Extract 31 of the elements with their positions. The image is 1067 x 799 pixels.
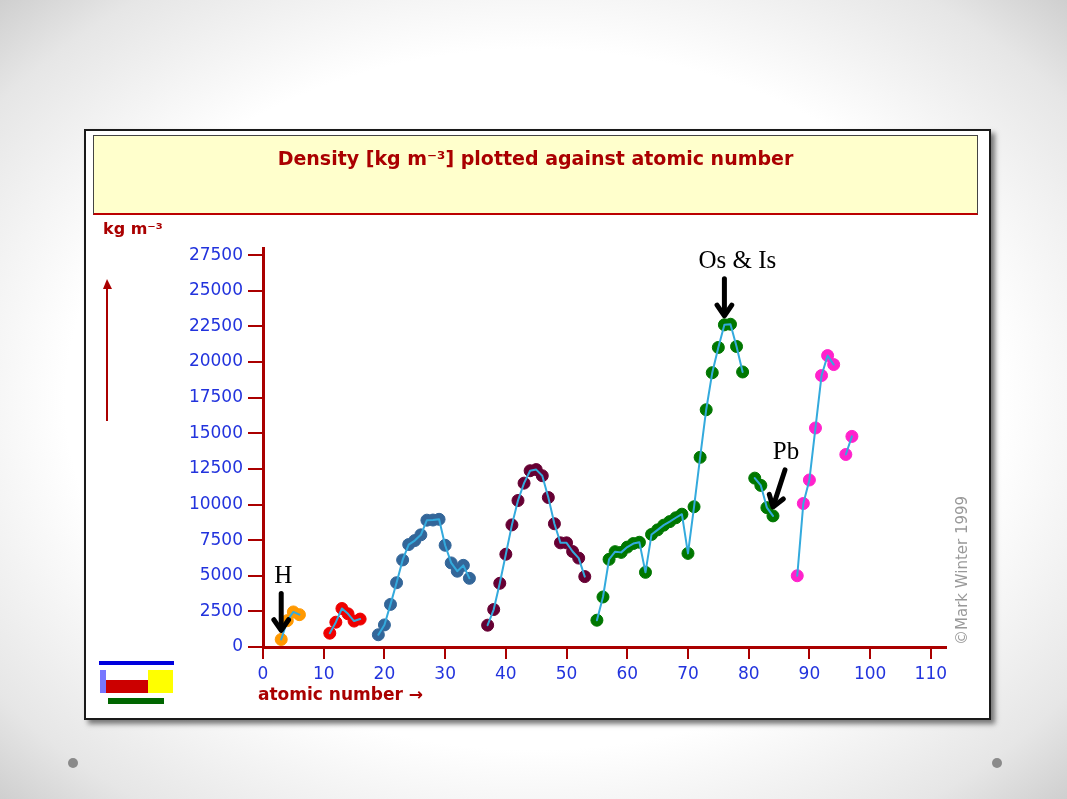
x-tick-label: 70	[677, 662, 699, 683]
x-tick-label: 110	[914, 662, 948, 683]
chart-title: Density [kg m⁻³] plotted against atomic number	[276, 147, 795, 169]
x-tick-label: 0	[257, 662, 269, 683]
y-tick-label: 7500	[199, 528, 243, 549]
annotation: Pb	[772, 437, 800, 465]
x-tick-label: 100	[853, 662, 887, 683]
y-tick-label: 22500	[188, 314, 243, 335]
y-tick-label: 10000	[188, 492, 243, 513]
y-tick-label: 2500	[199, 599, 243, 620]
y-axis-title: kg m⁻³	[103, 219, 163, 239]
y-tick-label: 15000	[188, 421, 243, 442]
x-tick-label: 90	[798, 662, 821, 683]
x-tick-label: 40	[495, 662, 517, 683]
x-tick-label: 20	[373, 662, 396, 683]
y-tick-label: 17500	[188, 386, 243, 407]
x-tick-label: 50	[555, 662, 578, 683]
y-tick-label: 27500	[188, 243, 243, 264]
annotation: H	[274, 561, 293, 589]
y-tick-label: 20000	[188, 350, 243, 371]
y-tick-label: 25000	[188, 279, 243, 300]
y-tick-label: 0	[232, 635, 243, 656]
x-tick-label: 60	[616, 662, 639, 683]
y-tick-label: 12500	[188, 457, 243, 478]
x-axis-title: atomic number →	[258, 684, 423, 705]
x-tick-label: 80	[737, 662, 760, 683]
x-tick-label: 10	[312, 662, 335, 683]
text: ©Mark Winter 1999	[952, 495, 971, 645]
annotation: Os & Is	[698, 246, 777, 274]
y-tick-label: 5000	[199, 564, 243, 585]
x-tick-label: 30	[434, 662, 456, 683]
